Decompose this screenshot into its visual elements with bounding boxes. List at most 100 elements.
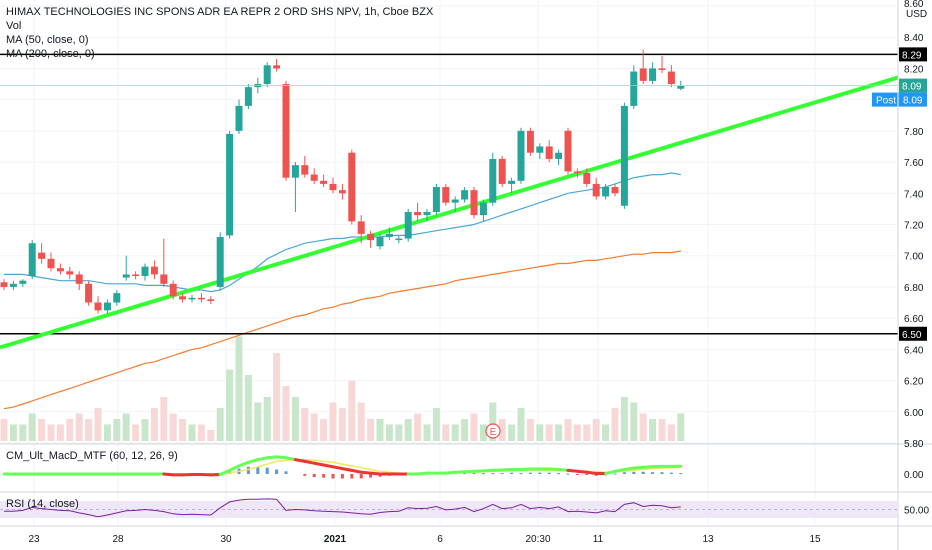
volume-bar: [583, 424, 591, 441]
volume-bar: [367, 419, 375, 441]
trendline[interactable]: [0, 75, 899, 350]
legend-vol: Vol: [6, 20, 22, 32]
earnings-marker[interactable]: E: [485, 423, 501, 439]
candle-body: [432, 187, 440, 213]
macd-line-segment: [275, 455, 288, 460]
volume-bar: [263, 397, 271, 441]
time-tick: 15: [809, 534, 821, 545]
macd-tick: 0.00: [904, 470, 924, 481]
candle-body: [160, 274, 168, 284]
macd-hist-bar: [246, 466, 250, 474]
macd-hist-bar: [651, 472, 655, 474]
volume-bar: [423, 424, 431, 441]
volume-bar: [141, 419, 149, 441]
candle-body: [320, 180, 328, 184]
candle-body: [9, 283, 17, 287]
macd-hist-bar: [575, 474, 579, 475]
macd-line-segment: [312, 461, 326, 467]
macd-hist-bar: [510, 472, 514, 474]
macd-hist-bar: [265, 467, 269, 474]
macd-hist-bar: [303, 474, 307, 476]
volume-bar: [310, 413, 318, 441]
candle-body: [526, 130, 534, 153]
volume-bar: [254, 402, 262, 441]
macd-hist-bar: [641, 471, 645, 474]
price-tick: 5.80: [904, 439, 924, 450]
volume-bar: [47, 424, 55, 441]
volume-bars: [0, 336, 685, 441]
candle-body: [620, 105, 628, 206]
macd-line-segment: [613, 468, 626, 473]
trendline-path: [0, 75, 899, 350]
macd-line-segment: [340, 467, 354, 472]
candle-body: [244, 87, 252, 106]
volume-bar: [658, 419, 666, 441]
price-tags: 8.29 6.50 8.09 Post 8.09: [0, 47, 927, 341]
volume-bar: [38, 419, 46, 441]
low-line-tag: 6.50: [902, 330, 922, 341]
macd-line-segment: [585, 470, 598, 476]
candle-body: [301, 165, 309, 175]
volume-bar: [395, 424, 403, 441]
candle-body: [197, 297, 205, 300]
candle-body: [611, 187, 619, 194]
candle-body: [28, 243, 36, 277]
candle-body: [0, 282, 8, 287]
macd-hist-bar: [340, 474, 344, 479]
price-tick: 7.60: [904, 158, 924, 169]
time-axis[interactable]: 23 28 30 2021 6 20:30 11 13 15: [28, 534, 821, 545]
price-tick: 6.60: [904, 314, 924, 325]
time-tick: 6: [437, 534, 443, 545]
ma200-line: [3, 250, 681, 410]
macd-line-segment: [331, 465, 344, 471]
volume-bar: [244, 375, 252, 441]
volume-bar: [132, 424, 140, 441]
candle-body: [207, 299, 215, 301]
macd-hist-bar: [528, 472, 532, 474]
volume-bar: [160, 397, 168, 441]
candle-body: [385, 233, 393, 237]
candle-body: [47, 258, 55, 269]
candle-body: [498, 158, 506, 184]
volume-bar: [639, 413, 647, 441]
macd-hist-bar: [322, 474, 326, 478]
macd-hist-bar: [669, 472, 673, 474]
volume-bar: [9, 424, 17, 441]
candle-body: [56, 268, 64, 272]
candle-body: [630, 71, 638, 106]
candle-body: [226, 133, 234, 236]
volume-bar: [85, 419, 93, 441]
macd-line-segment: [369, 471, 382, 476]
macd-line-segment: [246, 458, 260, 464]
candle-body: [583, 172, 591, 184]
volume-bar: [282, 386, 290, 441]
price-tick: 6.00: [904, 408, 924, 419]
macd-line-segment: [228, 464, 241, 472]
macd-line-segment: [632, 465, 645, 470]
candle-body: [310, 174, 318, 181]
volume-bar: [451, 424, 459, 441]
candle-body: [132, 274, 140, 277]
volume-bar: [66, 419, 74, 441]
ma50-line: [4, 172, 681, 293]
volume-bar: [179, 419, 187, 441]
volume-bar: [75, 413, 83, 441]
time-tick: 2021: [324, 534, 347, 545]
candle-body: [85, 283, 93, 303]
candle-body: [555, 152, 563, 159]
volume-bar: [169, 413, 177, 441]
macd-line-segment: [218, 468, 232, 476]
macd-hist-bar: [557, 473, 561, 475]
candle-body: [19, 280, 27, 284]
macd-line-segment: [416, 471, 429, 476]
volume-bar: [122, 413, 130, 441]
currency-label: USD: [906, 9, 927, 20]
volume-bar: [56, 424, 64, 441]
volume-bar: [555, 424, 563, 441]
candle-body: [592, 183, 600, 197]
candle-body: [169, 283, 177, 297]
volume-bar: [113, 419, 121, 441]
candle-body: [235, 105, 243, 131]
horizontal-lines[interactable]: [0, 53, 898, 335]
